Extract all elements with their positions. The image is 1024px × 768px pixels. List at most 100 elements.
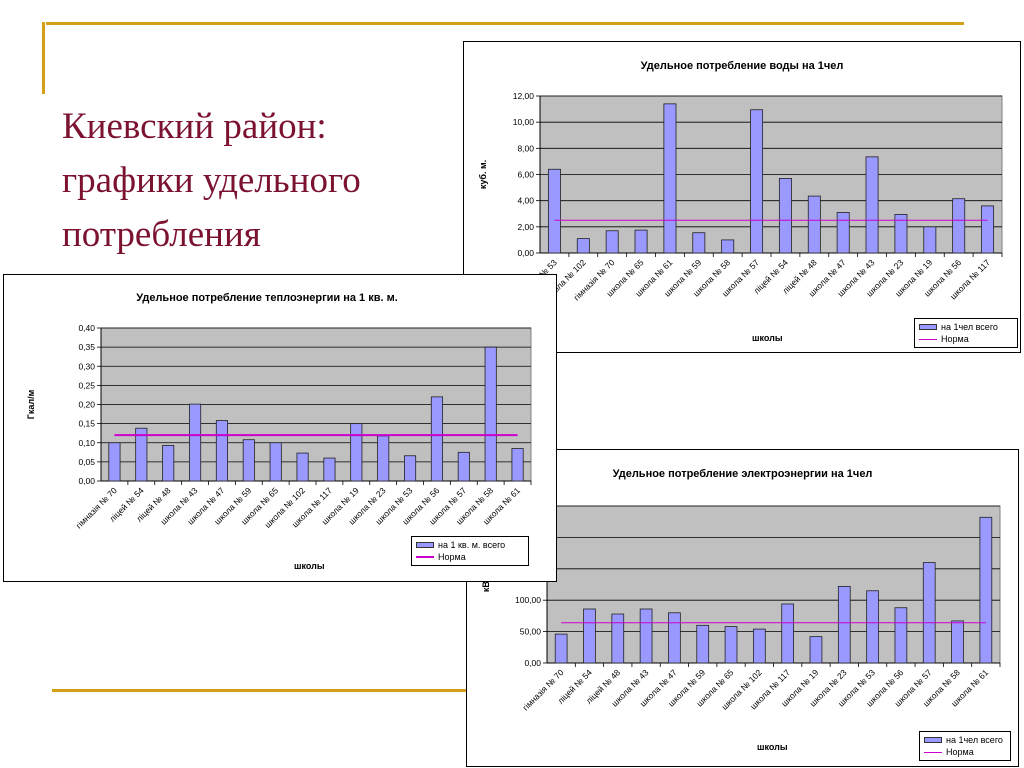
bar bbox=[350, 423, 363, 482]
bar bbox=[583, 608, 596, 664]
y-tick-label: 12,00 bbox=[513, 91, 535, 101]
bar bbox=[639, 608, 653, 664]
y-tick-label: 50,00 bbox=[520, 627, 542, 637]
bar bbox=[865, 156, 879, 254]
bar bbox=[778, 178, 792, 254]
bar bbox=[866, 590, 879, 664]
decorative-bottom-rule bbox=[52, 689, 472, 692]
heat-x-axis-title: школы bbox=[294, 561, 325, 571]
y-tick-label: 0,15 bbox=[78, 419, 95, 429]
bar bbox=[404, 455, 417, 482]
bar bbox=[952, 198, 966, 254]
legend-series-label: на 1чел всего bbox=[941, 322, 998, 332]
x-tick-label: гімназія № 70 bbox=[74, 485, 119, 530]
bar bbox=[721, 239, 735, 254]
electricity-x-axis-title: школы bbox=[757, 742, 788, 752]
bar bbox=[323, 457, 336, 482]
y-tick-label: 0,20 bbox=[78, 400, 95, 410]
bar bbox=[554, 633, 568, 664]
y-tick-label: 100,00 bbox=[515, 595, 541, 605]
heat-chart-svg: 0,00 0,05 0,10 0,15 0,20 0,25 0,30 0,35 0,40 Гкал… bbox=[26, 323, 532, 530]
legend-bar-swatch bbox=[416, 542, 434, 548]
y-axis-title: кВт bbox=[481, 576, 491, 592]
bar bbox=[894, 607, 908, 664]
legend-norm-label: Норма bbox=[438, 552, 466, 562]
bar bbox=[981, 205, 995, 254]
bar bbox=[781, 603, 795, 664]
bar bbox=[692, 232, 706, 254]
legend-bar-swatch bbox=[919, 324, 937, 330]
y-tick-label: 0,00 bbox=[78, 476, 95, 486]
bar bbox=[836, 212, 850, 254]
legend-norm-label: Норма bbox=[941, 334, 969, 344]
electricity-legend: на 1чел всего Норма bbox=[919, 731, 1011, 761]
y-tick-label: 2,00 bbox=[517, 222, 534, 232]
bar bbox=[377, 435, 390, 482]
bar bbox=[430, 396, 443, 482]
legend-series-label: на 1 кв. м. всего bbox=[438, 540, 506, 550]
bar bbox=[923, 226, 937, 254]
water-x-axis-title: школы bbox=[752, 333, 783, 343]
bar bbox=[696, 624, 710, 664]
bar bbox=[511, 448, 524, 482]
decorative-left-rule bbox=[42, 22, 45, 94]
y-tick-label: 0,10 bbox=[78, 438, 95, 448]
y-tick-label: 0,05 bbox=[78, 457, 95, 467]
slide-title: Киевский район: графики удельного потреб… bbox=[62, 106, 361, 255]
bar bbox=[484, 346, 497, 482]
y-tick-label: 0,00 bbox=[517, 248, 534, 258]
bar bbox=[668, 612, 681, 664]
bar bbox=[162, 445, 175, 482]
bar bbox=[215, 420, 228, 482]
electricity-chart-title: Удельное потребление электроэнергии на 1… bbox=[612, 468, 873, 480]
bar bbox=[837, 585, 851, 664]
legend-bar-swatch bbox=[924, 737, 942, 743]
legend-norm-swatch bbox=[416, 556, 434, 558]
water-legend: на 1чел всего Норма bbox=[914, 318, 1018, 348]
bar bbox=[547, 168, 561, 254]
y-tick-label: 10,00 bbox=[513, 117, 535, 127]
y-tick-label: 0,25 bbox=[78, 380, 95, 390]
bar bbox=[922, 562, 936, 664]
water-chart-title: Удельное потребление воды на 1чел bbox=[640, 60, 844, 72]
heat-legend: на 1 кв. м. всего Норма bbox=[411, 536, 529, 566]
y-tick-label: 8,00 bbox=[517, 143, 534, 153]
bar bbox=[108, 442, 121, 482]
legend-norm-swatch bbox=[919, 338, 937, 340]
legend-norm-swatch bbox=[924, 751, 942, 753]
bar bbox=[807, 195, 821, 254]
bar bbox=[269, 442, 282, 482]
legend-series-label: на 1чел всего bbox=[946, 735, 1003, 745]
y-tick-label: 6,00 bbox=[517, 170, 534, 180]
x-tick-label: гімназія № 70 bbox=[520, 667, 565, 712]
y-tick-label: 4,00 bbox=[517, 196, 534, 206]
bar bbox=[979, 516, 993, 664]
electricity-chart: 0,0050,00100,00150,00200,00250,00кВтгімн… bbox=[466, 449, 1019, 767]
bar bbox=[189, 403, 202, 482]
bar bbox=[611, 613, 625, 664]
bar bbox=[750, 109, 764, 254]
bar bbox=[296, 452, 309, 482]
bar bbox=[809, 636, 823, 664]
bar bbox=[752, 628, 766, 664]
bar bbox=[576, 238, 590, 254]
heat-chart: 0,00 0,05 0,10 0,15 0,20 0,25 0,30 0,35 0,40 Гкал… bbox=[3, 274, 557, 582]
heat-chart-title: Удельное потребление теплоэнергии на 1 к… bbox=[136, 292, 398, 304]
bar bbox=[663, 103, 677, 254]
decorative-top-rule bbox=[46, 22, 964, 25]
bar bbox=[894, 214, 908, 254]
bar bbox=[634, 229, 648, 254]
bar bbox=[605, 230, 619, 254]
y-axis-title: куб. м. bbox=[478, 160, 488, 189]
bar bbox=[457, 451, 470, 482]
bar bbox=[951, 620, 964, 664]
bar bbox=[242, 439, 255, 482]
bar bbox=[135, 427, 148, 482]
y-tick-label: 0,40 bbox=[78, 323, 95, 333]
bar bbox=[724, 626, 738, 664]
y-tick-label: 0,35 bbox=[78, 342, 95, 352]
legend-norm-label: Норма bbox=[946, 747, 974, 757]
y-axis-title: Гкал/м bbox=[26, 389, 36, 419]
y-tick-label: 0,00 bbox=[524, 658, 541, 668]
